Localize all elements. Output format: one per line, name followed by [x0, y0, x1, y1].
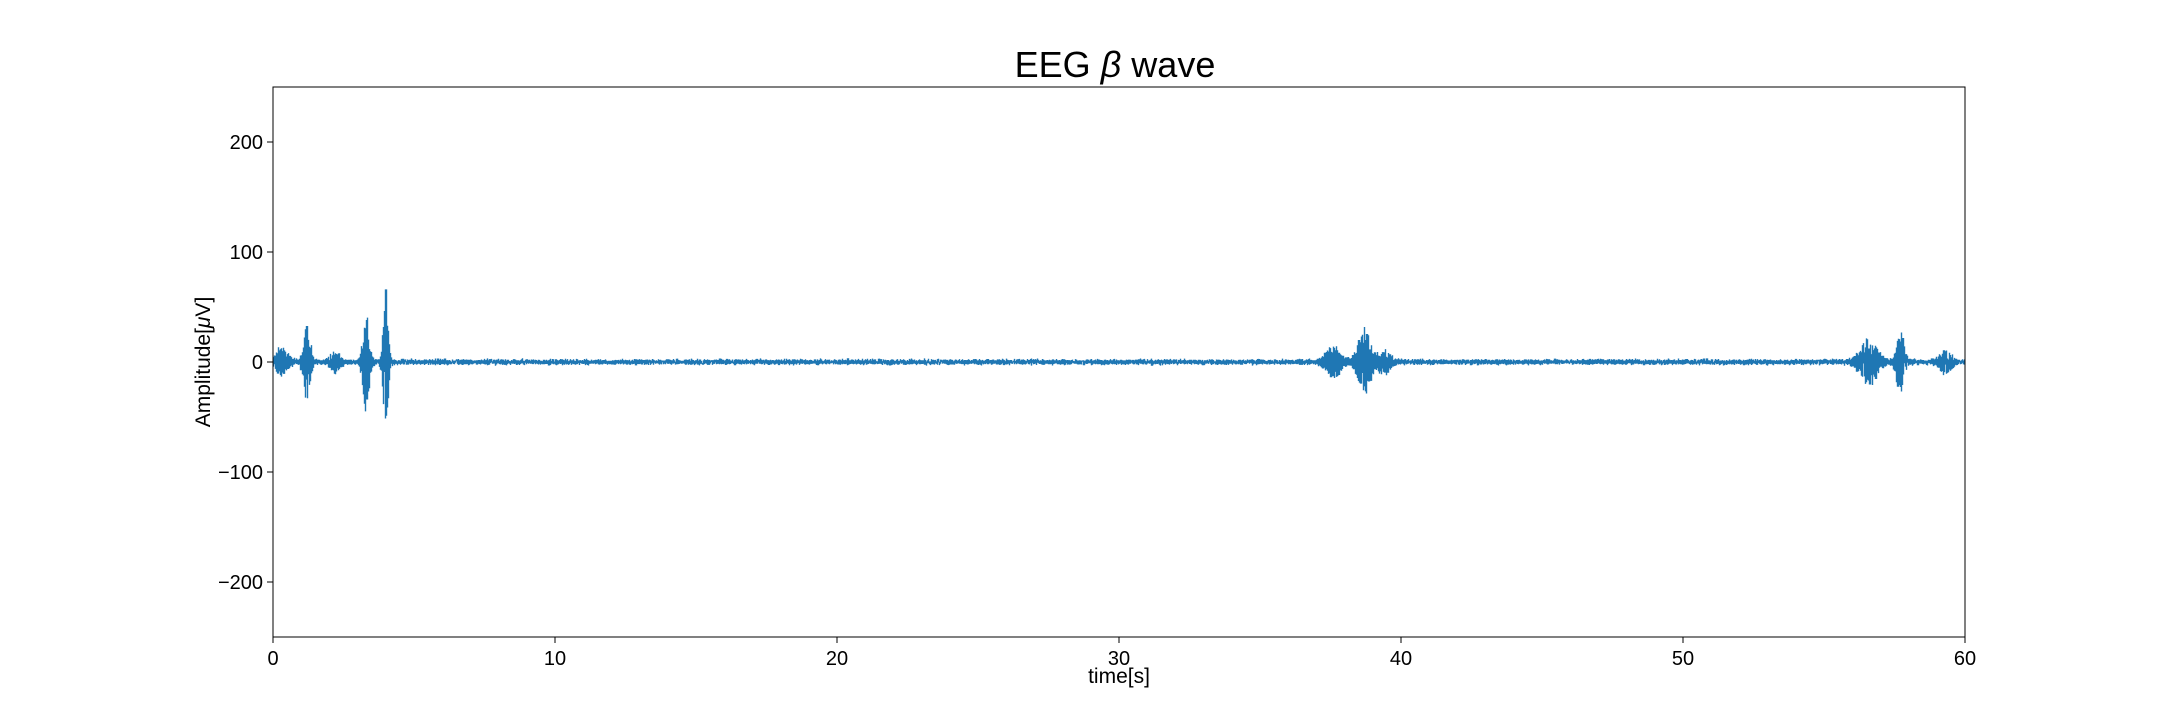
y-tick-label: −100 — [218, 462, 263, 484]
x-tick-label: 40 — [1390, 648, 1412, 670]
x-tick-label: 20 — [826, 648, 848, 670]
x-tick-label: 50 — [1672, 648, 1694, 670]
signal-group — [272, 289, 1966, 419]
plot-area — [272, 86, 1966, 638]
chart-title: EEG β wave — [1015, 44, 1216, 85]
x-tick-label: 10 — [544, 648, 566, 670]
y-tick-label: 0 — [252, 352, 263, 374]
eeg-signal-line — [272, 289, 1966, 419]
x-tick-label: 0 — [267, 648, 278, 670]
x-tick-label: 30 — [1108, 648, 1130, 670]
x-tick-label: 60 — [1954, 648, 1976, 670]
y-tick-label: 100 — [230, 242, 263, 264]
y-axis: −200 −100 0 100 200 — [218, 132, 273, 594]
x-axis: 0 10 20 30 40 50 60 — [267, 637, 1976, 670]
y-tick-label: −200 — [218, 572, 263, 594]
x-axis-label: time[s] — [1088, 665, 1150, 688]
y-tick-label: 200 — [230, 132, 263, 154]
y-axis-label: Amplitude[μV] — [192, 297, 215, 428]
